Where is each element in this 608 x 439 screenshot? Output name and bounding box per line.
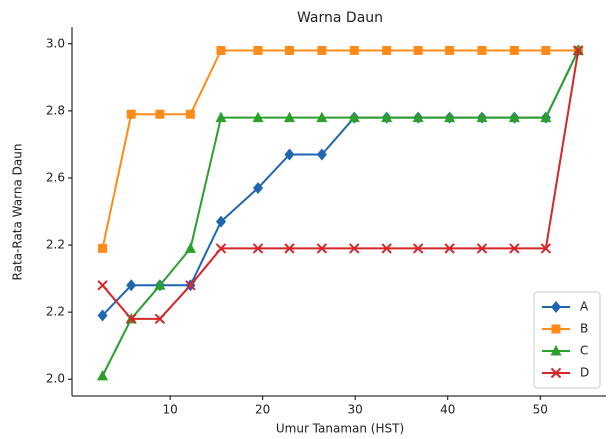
marker xyxy=(97,280,108,291)
marker xyxy=(126,313,137,325)
marker xyxy=(509,243,520,254)
legend-label: D xyxy=(580,366,589,380)
x-tick-label: 40 xyxy=(440,403,455,417)
x-tick-label: 30 xyxy=(348,403,363,417)
marker xyxy=(215,243,227,254)
series-line xyxy=(101,50,580,377)
marker xyxy=(509,45,519,55)
marker xyxy=(155,109,165,119)
marker xyxy=(98,243,108,253)
legend-label: C xyxy=(580,344,588,358)
marker xyxy=(185,109,195,119)
marker xyxy=(540,243,552,254)
marker xyxy=(412,111,424,123)
marker xyxy=(348,111,360,123)
marker xyxy=(126,109,136,119)
marker xyxy=(540,111,552,123)
marker xyxy=(476,111,488,123)
marker xyxy=(253,45,263,55)
marker xyxy=(317,45,327,55)
marker xyxy=(284,243,295,254)
legend-label: A xyxy=(580,300,589,314)
chart-title: Warna Daun xyxy=(297,10,383,26)
x-tick-label: 50 xyxy=(533,403,548,417)
y-axis-label: Rata-Rata Warna Daun xyxy=(11,144,25,281)
marker xyxy=(413,45,423,55)
marker xyxy=(316,148,327,161)
marker xyxy=(508,111,520,123)
marker xyxy=(444,111,456,123)
marker xyxy=(541,45,551,55)
marker xyxy=(126,279,137,292)
series-line xyxy=(101,50,580,320)
marker xyxy=(550,367,562,379)
series-line xyxy=(101,50,580,317)
x-tick-label: 20 xyxy=(255,403,270,417)
marker xyxy=(551,324,561,334)
marker xyxy=(444,243,455,254)
marker xyxy=(97,309,108,322)
marker xyxy=(283,111,295,123)
y-tick-label: 2.6 xyxy=(46,170,65,184)
x-tick-label: 10 xyxy=(162,403,177,417)
marker xyxy=(550,345,562,356)
x-axis-label: Umur Tanaman (HST) xyxy=(276,422,404,436)
marker xyxy=(573,45,584,56)
marker xyxy=(216,45,226,55)
marker xyxy=(381,111,393,123)
marker xyxy=(476,243,488,254)
legend-label: B xyxy=(580,322,588,336)
marker xyxy=(284,148,295,161)
y-tick-label: 3.0 xyxy=(46,36,65,50)
marker xyxy=(412,243,424,254)
marker xyxy=(216,215,227,228)
marker xyxy=(154,279,166,290)
marker xyxy=(253,182,264,195)
series-line xyxy=(101,49,579,249)
marker xyxy=(97,369,109,381)
marker xyxy=(215,111,227,123)
legend-box xyxy=(533,291,601,389)
marker xyxy=(252,243,264,254)
y-tick-label: 2.2 xyxy=(46,238,65,252)
marker xyxy=(551,301,561,313)
y-tick-label: 2.2 xyxy=(46,305,65,319)
marker xyxy=(316,243,328,254)
marker xyxy=(349,243,360,254)
marker xyxy=(445,45,455,55)
marker xyxy=(349,45,359,55)
y-tick-label: 2.0 xyxy=(46,372,65,386)
marker xyxy=(252,111,264,123)
marker xyxy=(154,313,166,325)
marker xyxy=(382,45,392,55)
marker xyxy=(316,111,328,123)
marker xyxy=(184,242,196,253)
marker xyxy=(477,45,487,55)
marker xyxy=(284,45,294,55)
y-tick-label: 2.8 xyxy=(46,103,65,117)
marker xyxy=(381,243,392,254)
marker xyxy=(185,280,196,291)
